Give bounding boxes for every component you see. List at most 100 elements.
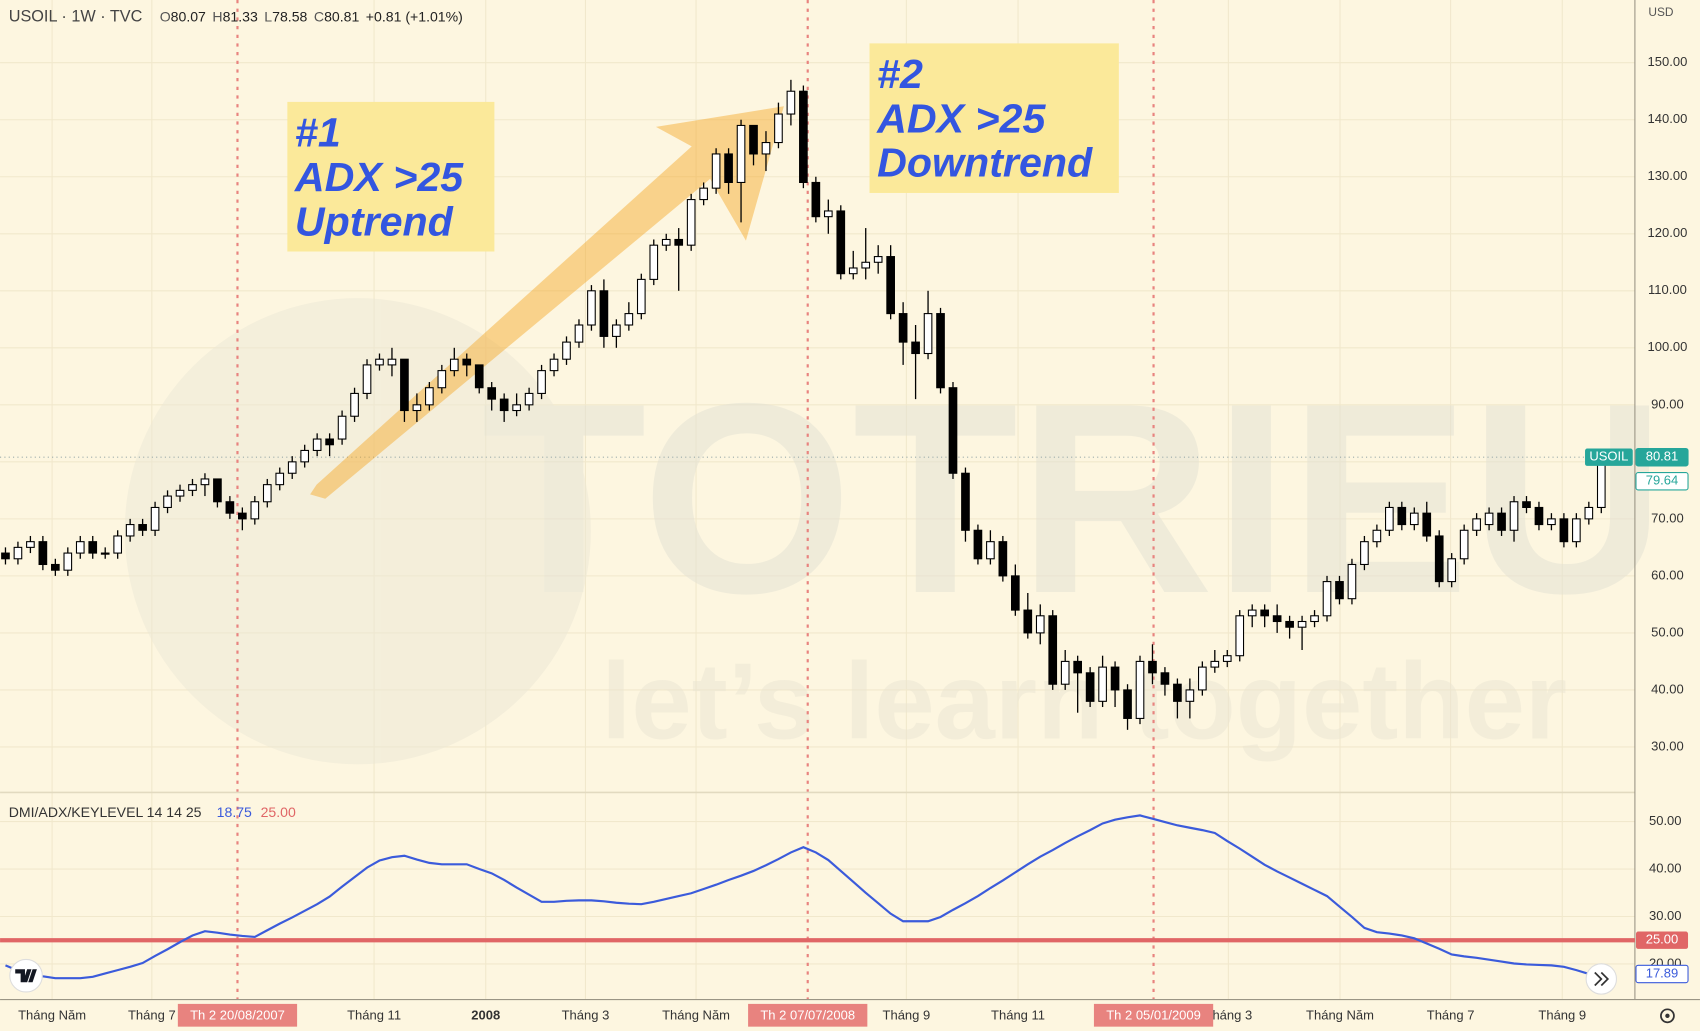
- candle-body: [1272, 615, 1282, 623]
- candle-body: [51, 563, 60, 571]
- candle-body: [948, 387, 958, 474]
- candle-body: [487, 387, 497, 400]
- candle-body: [1210, 660, 1220, 668]
- x-tick-label: Tháng 7: [128, 1007, 176, 1022]
- x-tick-label: Tháng 9: [883, 1007, 931, 1022]
- y-tick-label: 60.00: [1651, 567, 1684, 582]
- scroll-button[interactable]: [1585, 963, 1618, 995]
- candle-body: [911, 341, 920, 355]
- indicator-pane: [0, 814, 1635, 980]
- adx-last-label: 17.89: [1646, 965, 1679, 980]
- annotation-text: #1: [295, 109, 341, 155]
- candle-body: [1010, 575, 1020, 611]
- candle-body: [125, 524, 135, 537]
- ohlc-value: 80.07: [171, 8, 206, 24]
- candle-body: [649, 244, 659, 280]
- candle-body: [225, 501, 235, 514]
- candle-body: [1297, 620, 1307, 628]
- candle-body: [736, 124, 746, 183]
- candle-body: [711, 153, 721, 189]
- candle-body: [562, 341, 571, 360]
- marker-label-bg: [1093, 1003, 1214, 1027]
- candle-body: [1347, 563, 1357, 600]
- key-level-label: 25.00: [1646, 932, 1679, 947]
- candle-body: [387, 358, 397, 366]
- candle-body: [63, 552, 73, 571]
- candle-body: [749, 124, 758, 155]
- candle-body: [437, 370, 447, 389]
- scroll-icon[interactable]: [1594, 971, 1610, 987]
- candle-body: [636, 278, 646, 315]
- candle-body: [861, 261, 871, 269]
- candle-body: [923, 313, 933, 355]
- candle-body: [599, 290, 609, 337]
- ohlc-key: O: [160, 8, 171, 24]
- candle-body: [724, 153, 733, 183]
- candle-body: [1559, 518, 1569, 543]
- candle-body: [462, 358, 472, 366]
- candle-body: [1310, 615, 1319, 623]
- x-tick-label: Tháng 11: [991, 1007, 1045, 1022]
- candle-body: [886, 256, 895, 315]
- candle-body: [337, 415, 347, 440]
- indicator-readout: 25.00: [261, 804, 296, 820]
- candle-body: [449, 358, 459, 372]
- x-tick-label: Tháng 3: [562, 1007, 610, 1022]
- candle-body: [1584, 506, 1594, 520]
- x-tick-label: Tháng Năm: [1306, 1007, 1374, 1022]
- candle-body: [1222, 655, 1232, 662]
- candle-body: [898, 313, 908, 343]
- indicator-legend: DMI/ADX/KEYLEVEL 14 14 25 18.75 25.00: [9, 804, 296, 820]
- watermark-title: TOTRIEU: [481, 348, 1666, 650]
- candle-body: [512, 404, 521, 412]
- candle-body: [213, 478, 222, 503]
- price-label-name-bg: [1585, 448, 1633, 466]
- candle-body: [1085, 672, 1095, 702]
- ohlc-value: 78.58: [272, 8, 307, 24]
- candle-body: [175, 489, 185, 497]
- change: +0.81 (+1.01%): [366, 8, 463, 24]
- candle-body: [961, 472, 970, 531]
- price-label-bg: [1635, 448, 1689, 467]
- candle-body: [350, 392, 359, 417]
- candle-body: [873, 256, 883, 263]
- candle-body: [300, 449, 310, 463]
- candle-body: [474, 364, 484, 389]
- candle-body: [1098, 666, 1107, 702]
- candle-body: [848, 267, 858, 275]
- ohlc-key: H: [212, 8, 222, 24]
- candle-body: [1035, 615, 1045, 634]
- annotation-box: [287, 101, 495, 252]
- candle-body: [238, 512, 247, 520]
- candle-body: [499, 398, 509, 412]
- candle-body: [1235, 615, 1245, 657]
- settings-button[interactable]: [1660, 1008, 1675, 1024]
- candle-body: [312, 438, 322, 451]
- gear-center[interactable]: [1665, 1013, 1670, 1018]
- candle-body: [1160, 672, 1170, 685]
- candle-body: [823, 210, 833, 218]
- adx-line: [5, 814, 1615, 980]
- candle-body: [1173, 683, 1182, 702]
- annotation-box: [869, 43, 1119, 193]
- annotation-text: Downtrend: [877, 140, 1093, 186]
- candle-body: [1260, 609, 1270, 617]
- symbol: USOIL · 1W · TVC: [9, 8, 143, 26]
- marker-label: Th 2 05/01/2009: [1106, 1007, 1201, 1022]
- tv-logo: [9, 958, 43, 993]
- candle-body: [811, 181, 821, 218]
- candle-body: [998, 541, 1008, 577]
- price-label: 79.64: [1646, 473, 1679, 488]
- candle-body: [1397, 506, 1407, 526]
- price-label-name: USOIL: [1589, 449, 1628, 464]
- gear-icon[interactable]: [1660, 1008, 1675, 1024]
- marker-label-bg: [748, 1003, 868, 1027]
- annotation-text: ADX >25: [876, 95, 1046, 141]
- candle-body: [188, 484, 197, 491]
- candle-body: [325, 438, 334, 446]
- candle-body: [686, 199, 696, 246]
- candle-body: [699, 187, 708, 201]
